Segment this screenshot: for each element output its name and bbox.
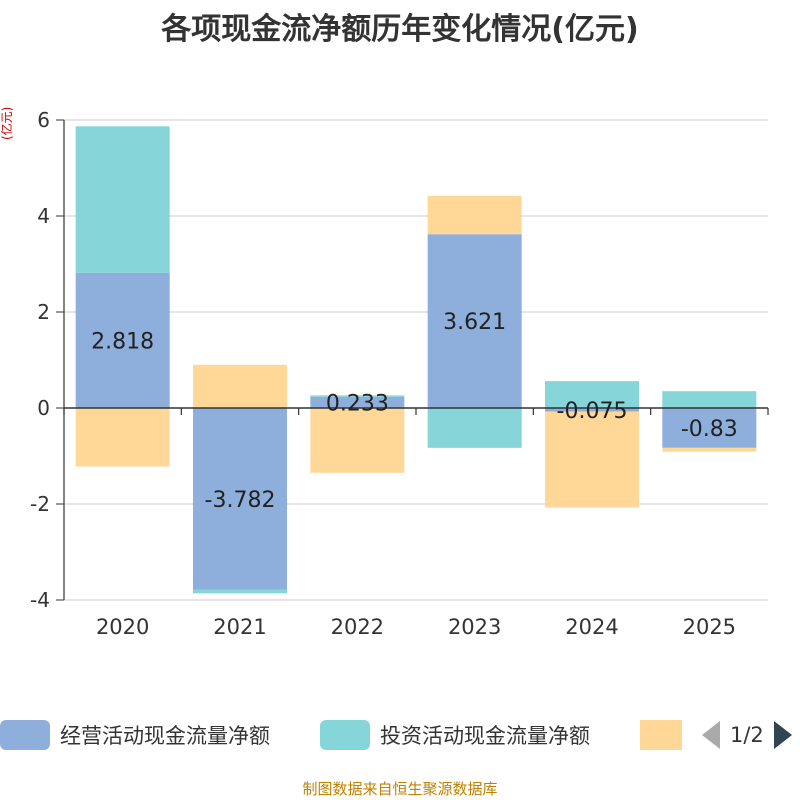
legend-label-operating: 经营活动现金流量净额 (60, 724, 270, 748)
bar-2021-series-0 (193, 408, 287, 590)
bar-2022-series-2 (310, 408, 405, 473)
legend-prev-icon[interactable] (702, 721, 720, 749)
data-label-2024: -0.075 (557, 399, 628, 424)
bar-2021-series-1 (193, 589, 287, 594)
y-tick-label: -4 (30, 588, 50, 612)
data-labels: 2.818 -3.782 0.233 3.621 -0.075 -0.83 (91, 310, 738, 513)
chart-title: 各项现金流净额历年变化情况(亿元) (161, 12, 639, 47)
legend-label-investing: 投资活动现金流量净额 (380, 724, 590, 748)
bar-2020-series-0 (75, 272, 170, 408)
grid-lines (64, 119, 768, 601)
legend-item-operating[interactable]: 经营活动现金流量净额 (0, 720, 270, 750)
bar-2023-series-2 (427, 195, 522, 235)
x-tick-label-2020: 2020 (96, 615, 149, 639)
bar-2025-series-2 (662, 447, 757, 452)
bars (75, 126, 757, 594)
legend-swatch-operating (0, 720, 50, 750)
data-label-2023: 3.621 (443, 310, 506, 335)
data-label-2020: 2.818 (91, 329, 154, 354)
legend-item-investing[interactable]: 投资活动现金流量净额 (320, 720, 590, 750)
bar-2024-series-1 (545, 381, 639, 408)
data-source-note: 制图数据来自恒生聚源数据库 (302, 780, 498, 798)
legend-page-indicator: 1/2 (730, 723, 764, 747)
y-tick-label: -2 (30, 492, 50, 516)
y-tick-label: 4 (37, 204, 50, 228)
bar-chart: -4 -2 0 2 4 6 2020 2021 2022 2023 2024 2025 2.818 -3… (30, 108, 769, 639)
y-tick-label: 2 (37, 300, 50, 324)
legend-swatch-financing (640, 720, 682, 750)
x-tick-label-2025: 2025 (683, 615, 736, 639)
bar-2022-series-1 (310, 395, 405, 397)
y-tick-label: 0 (37, 396, 50, 420)
legend-item-financing[interactable] (640, 720, 682, 750)
legend-pager: 1/2 (702, 720, 792, 750)
y-tick-label: 6 (37, 108, 50, 132)
bar-2024-series-0 (545, 408, 639, 412)
x-tick-label-2024: 2024 (565, 615, 618, 639)
legend-swatch-investing (320, 720, 370, 750)
x-tick-label-2021: 2021 (213, 615, 266, 639)
x-tick-label-2023: 2023 (448, 615, 501, 639)
axes: -4 -2 0 2 4 6 2020 2021 2022 2023 2024 2025 (30, 108, 769, 639)
bar-2023-series-0 (427, 234, 522, 408)
bar-2024-series-2 (545, 411, 639, 508)
x-tick-label-2022: 2022 (331, 615, 384, 639)
bar-2020-series-1 (75, 126, 170, 273)
bar-2023-series-1 (427, 408, 522, 448)
data-label-2025: -0.83 (681, 417, 738, 442)
bar-2021-series-2 (193, 364, 287, 408)
bar-2025-series-0 (662, 408, 757, 448)
data-label-2021: -3.782 (205, 488, 276, 513)
bar-2025-series-1 (662, 391, 757, 408)
bar-2020-series-2 (75, 408, 170, 467)
legend: 经营活动现金流量净额 投资活动现金流量净额 1/2 (0, 712, 800, 758)
legend-next-icon[interactable] (773, 721, 792, 749)
data-label-2022: 0.233 (326, 391, 389, 416)
bar-2022-series-0 (310, 396, 405, 408)
